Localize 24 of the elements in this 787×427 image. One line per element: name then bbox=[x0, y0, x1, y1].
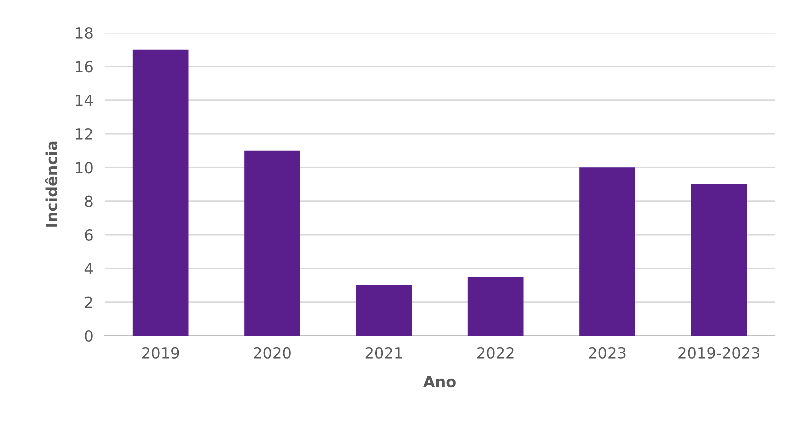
y-tick-label: 0 bbox=[85, 330, 93, 342]
bar bbox=[244, 150, 300, 336]
bar bbox=[356, 286, 412, 336]
bar bbox=[468, 277, 524, 336]
y-tick-label: 14 bbox=[76, 95, 94, 106]
y-axis-title: Incidência bbox=[45, 142, 58, 227]
bar bbox=[580, 168, 636, 336]
y-tick-label: 10 bbox=[76, 162, 93, 174]
y-tick-label: 4 bbox=[84, 263, 94, 274]
x-tick-label: 2022 bbox=[478, 347, 514, 359]
x-tick-label: 2019-2023 bbox=[678, 347, 760, 359]
y-tick-label: 16 bbox=[76, 61, 93, 73]
y-tick-label: 18 bbox=[76, 27, 93, 40]
x-axis-title: Ano bbox=[423, 376, 456, 388]
x-tick-label: 2021 bbox=[366, 347, 402, 359]
y-tick-label: 8 bbox=[85, 196, 93, 208]
y-tick-label: 6 bbox=[85, 229, 93, 242]
x-tick-label: 2023 bbox=[589, 347, 626, 359]
y-tick-label: 2 bbox=[85, 296, 92, 308]
y-tick-label: 12 bbox=[76, 128, 92, 140]
bar bbox=[132, 50, 189, 336]
bar bbox=[691, 184, 748, 336]
x-tick-label: 2019 bbox=[142, 347, 180, 359]
x-tick-label: 2020 bbox=[254, 347, 291, 359]
